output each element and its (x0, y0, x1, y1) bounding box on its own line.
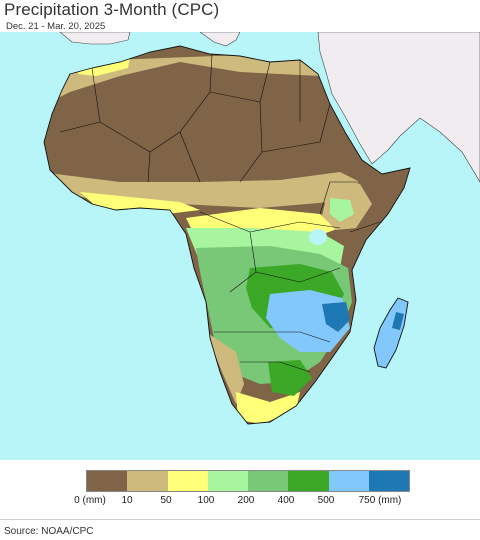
legend-color-bar (86, 470, 410, 492)
page-title: Precipitation 3-Month (CPC) (4, 0, 220, 19)
legend-swatch-0 (87, 471, 128, 491)
legend-labels: 0 (mm) 10 50 100 200 400 500 750 (mm) (0, 495, 480, 509)
legend-swatch-5 (288, 471, 329, 491)
legend-label-6: 500 (317, 495, 335, 506)
legend-label-2: 50 (160, 495, 172, 506)
country-borders (59, 53, 381, 373)
precipitation-map (0, 32, 480, 460)
eurasia-landmass (317, 32, 480, 183)
legend-label-0: 0 (mm) (74, 495, 106, 506)
africa-coastline (43, 45, 411, 425)
iberia-landmass (59, 32, 131, 45)
legend-label-4: 200 (237, 495, 255, 506)
footer-divider (0, 519, 480, 520)
map-svg (43, 32, 480, 425)
lake-victoria (309, 229, 327, 245)
date-range: Dec. 21 - Mar. 20, 2025 (6, 21, 106, 32)
legend-swatch-4 (248, 471, 289, 491)
legend-label-7: 750 (mm) (358, 495, 402, 506)
legend-label-1: 10 (121, 495, 133, 506)
legend-swatch-1 (127, 471, 168, 491)
precip-zone-south-coast (236, 392, 300, 424)
legend-label-3: 100 (197, 495, 215, 506)
precip-zone-southwest-dry (206, 332, 244, 404)
legend-swatch-3 (207, 471, 248, 491)
precip-zone-ethiopia-green (330, 198, 354, 222)
madagascar (373, 297, 409, 369)
italy-landmass (199, 32, 241, 47)
legend-label-5: 400 (277, 495, 295, 506)
madagascar-dark-zone (392, 312, 404, 330)
legend-swatch-2 (167, 471, 208, 491)
precip-zone-blue-dark (322, 302, 350, 332)
source-credit: Source: NOAA/CPC (4, 526, 94, 537)
legend-swatch-7 (368, 471, 409, 491)
legend-swatch-6 (328, 471, 369, 491)
